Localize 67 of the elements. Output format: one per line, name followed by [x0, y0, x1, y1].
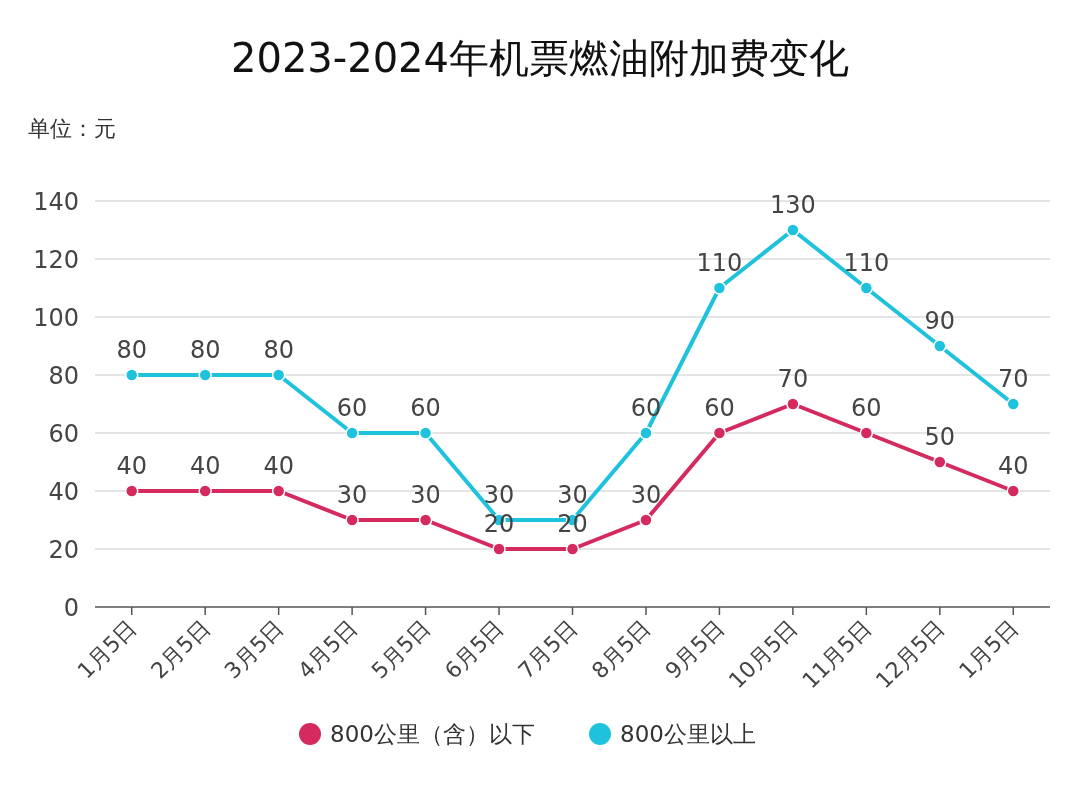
- data-label: 60: [704, 394, 735, 422]
- x-tick-label: 1月5日: [954, 614, 1023, 684]
- data-label: 30: [410, 481, 441, 509]
- data-label: 70: [998, 365, 1029, 393]
- x-tick-label: 6月5日: [439, 614, 509, 684]
- data-label: 80: [116, 336, 147, 364]
- point: [786, 223, 800, 237]
- y-tick-label: 0: [63, 594, 79, 622]
- legend-label: 800公里以上: [620, 721, 756, 747]
- data-label: 110: [696, 249, 743, 277]
- point: [124, 368, 139, 382]
- point: [198, 484, 212, 498]
- point: [492, 542, 506, 556]
- data-label: 30: [483, 481, 515, 509]
- x-tick-label: 4月5日: [293, 614, 362, 684]
- point: [859, 281, 874, 295]
- y-tick-label: 60: [48, 420, 79, 448]
- x-tick-label: 2月5日: [146, 614, 215, 684]
- x-tick-label: 3月5日: [219, 614, 289, 684]
- data-label: 110: [843, 249, 890, 277]
- chart-title: 2023-2024年机票燃油附加费变化: [230, 35, 850, 81]
- x-tick-label: 8月5日: [586, 614, 656, 684]
- legend-label: 800公里（含）以下: [330, 721, 535, 747]
- point: [933, 339, 947, 353]
- point: [933, 455, 947, 469]
- point: [345, 426, 359, 440]
- x-tick-label: 5月5日: [366, 614, 436, 684]
- point: [639, 513, 653, 527]
- data-label: 130: [769, 191, 816, 219]
- data-label: 60: [336, 394, 368, 422]
- data-label: 40: [263, 452, 294, 480]
- point: [859, 426, 874, 440]
- point: [418, 513, 433, 527]
- y-tick-label: 120: [33, 246, 79, 274]
- data-label: 50: [924, 423, 956, 451]
- data-label: 30: [336, 481, 368, 509]
- point: [712, 281, 727, 295]
- data-label: 60: [410, 394, 441, 422]
- point: [639, 426, 653, 440]
- point: [1006, 397, 1021, 411]
- point: [198, 368, 212, 382]
- y-tick-label: 100: [33, 304, 79, 332]
- point: [786, 397, 800, 411]
- data-label: 90: [924, 307, 956, 335]
- y-tick-label: 140: [33, 188, 79, 216]
- text: 单位：元: [28, 116, 116, 141]
- y-tick-label: 40: [48, 478, 79, 506]
- x-tick-label: 7月5日: [513, 614, 583, 684]
- data-label: 30: [630, 481, 662, 509]
- data-label: 80: [263, 336, 294, 364]
- point: [712, 426, 727, 440]
- point: [271, 368, 286, 382]
- point: [345, 513, 359, 527]
- data-label: 70: [777, 365, 809, 393]
- point: [271, 484, 286, 498]
- point: [418, 426, 433, 440]
- data-label: 80: [189, 336, 221, 364]
- point: [565, 542, 580, 556]
- data-label: 60: [851, 394, 882, 422]
- point: [1006, 484, 1021, 498]
- y-tick-label: 80: [48, 362, 79, 390]
- data-label: 40: [998, 452, 1029, 480]
- point: [124, 484, 139, 498]
- data-label: 40: [189, 452, 221, 480]
- data-label: 40: [116, 452, 147, 480]
- data-label: 30: [557, 481, 588, 509]
- y-tick-label: 20: [48, 536, 79, 564]
